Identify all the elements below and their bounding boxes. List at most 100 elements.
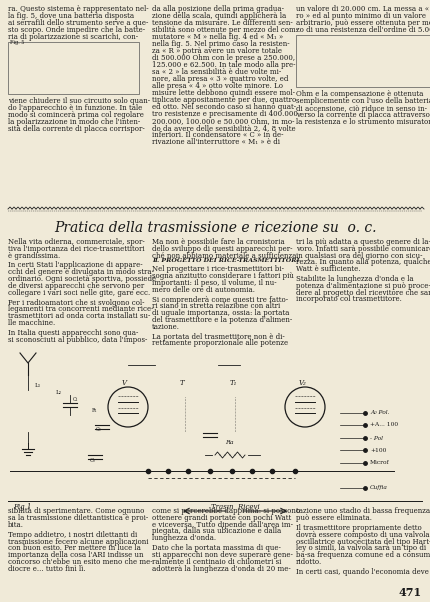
Text: la resistenza e lo strumento misuratore.: la resistenza e lo strumento misuratore.	[296, 118, 430, 126]
Text: Ohm e la compensazione è ottenuta: Ohm e la compensazione è ottenuta	[296, 90, 424, 98]
Text: rivazione all'interruttore « M₁ » è di: rivazione all'interruttore « M₁ » è di	[152, 138, 280, 146]
Text: trasmettitori ad onda corta installati su-: trasmettitori ad onda corta installati s…	[8, 312, 150, 320]
Text: misure lette debbono quindi essere mol-: misure lette debbono quindi essere mol-	[152, 89, 295, 97]
Text: viene chiudere il suo circuito solo quan-: viene chiudere il suo circuito solo quan…	[8, 97, 150, 105]
Text: Tempo addietro, i nostri dilettanti di: Tempo addietro, i nostri dilettanti di	[8, 531, 137, 539]
Text: in qualsiasi ora del giorno con sicu-: in qualsiasi ora del giorno con sicu-	[296, 252, 423, 259]
Text: tro resistenze e precisamente di 400.000: tro resistenze e precisamente di 400.000	[152, 110, 298, 118]
Text: sibilità sono ottenute per mezzo del com-: sibilità sono ottenute per mezzo del com…	[152, 26, 298, 34]
Text: T₁: T₁	[230, 379, 237, 387]
Text: +100: +100	[370, 447, 387, 453]
Text: può essere eliminata.: può essere eliminata.	[296, 514, 372, 522]
Text: importanti: il peso, il volume, il nu-: importanti: il peso, il volume, il nu-	[152, 279, 276, 287]
Text: Fig 1: Fig 1	[13, 503, 31, 511]
Text: voro. Infatti sarà possibile comunicare: voro. Infatti sarà possibile comunicare	[296, 245, 430, 253]
Text: Stabilite la lunghezza d'onda e la: Stabilite la lunghezza d'onda e la	[296, 275, 414, 283]
Text: R₁: R₁	[92, 408, 98, 413]
Bar	[85, 408, 91, 426]
Bar	[8, 355, 422, 503]
Text: Nella vita odierna, commerciale, spor-: Nella vita odierna, commerciale, spor-	[8, 238, 145, 246]
Text: Per i radioamatori che si svolgono col-: Per i radioamatori che si svolgono col-	[8, 299, 144, 306]
Text: Trasın  Ricevi: Trasın Ricevi	[211, 503, 259, 511]
Bar	[212, 451, 248, 459]
Text: Pratica della trasmissione e ricezione su  o. c.: Pratica della trasmissione e ricezione s…	[54, 221, 376, 235]
Text: inferiori. Il condensatore « C » in de-: inferiori. Il condensatore « C » in de-	[152, 131, 283, 139]
Text: concorso ch'ebbe un esito meno che me-: concorso ch'ebbe un esito meno che me-	[8, 558, 153, 566]
Text: piegata, dalla sua ubicazione e dalla: piegata, dalla sua ubicazione e dalla	[152, 527, 281, 535]
Text: trasmissione fecero alcune applicazioni: trasmissione fecero alcune applicazioni	[8, 538, 148, 545]
Text: tazione.: tazione.	[152, 323, 180, 330]
Text: tazione uno stadio di bassa frequenza: tazione uno stadio di bassa frequenza	[296, 507, 430, 515]
Text: do da avere delle sensibilità 2, 4, 8 volte: do da avere delle sensibilità 2, 4, 8 vo…	[152, 124, 296, 132]
Text: legamenti tra concorrenti mediante rice-: legamenti tra concorrenti mediante rice-	[8, 305, 154, 313]
Text: di uguale importanza, ossia: la portata: di uguale importanza, ossia: la portata	[152, 309, 289, 317]
Text: sogna anzitutto considerare i fattori più: sogna anzitutto considerare i fattori pi…	[152, 272, 294, 280]
Text: In certi casi, quando l'economia deve: In certi casi, quando l'economia deve	[296, 568, 429, 576]
Text: semplicemente con l'uso della batteria: semplicemente con l'uso della batteria	[296, 97, 430, 105]
Text: Si comprenderà come questi tre fatto-: Si comprenderà come questi tre fatto-	[152, 296, 288, 303]
Text: L₃: L₃	[35, 383, 41, 388]
Text: tiva l'importanza dei rice-trasmettitori: tiva l'importanza dei rice-trasmettitori	[8, 245, 144, 253]
Text: In Italia questi apparecchi sono qua-: In Italia questi apparecchi sono qua-	[8, 329, 138, 337]
Text: Ra: Ra	[225, 440, 233, 445]
Text: dere al progetto del ricevitore che sarà: dere al progetto del ricevitore che sarà	[296, 289, 430, 297]
Text: ordinario. Ogni società sportiva, possiede: ordinario. Ogni società sportiva, possie…	[8, 275, 156, 283]
Text: potenza d'alimentazione si può proce-: potenza d'alimentazione si può proce-	[296, 282, 430, 290]
Bar	[296, 35, 430, 87]
Text: alle presa « 4 » otto volte minore. Lo: alle presa « 4 » otto volte minore. Lo	[152, 82, 283, 90]
Text: zo di una resistenza dell'ordine di 5.000: zo di una resistenza dell'ordine di 5.00…	[296, 26, 430, 34]
Text: diocre e... tutto finì lì.: diocre e... tutto finì lì.	[8, 565, 86, 573]
Text: ai serrafili dello strumento serve a que-: ai serrafili dello strumento serve a que…	[8, 19, 148, 27]
Text: La portata del trasmettitore non è di-: La portata del trasmettitore non è di-	[152, 332, 285, 341]
Text: un valore di 20.000 cm. La messa a « ze-: un valore di 20.000 cm. La messa a « ze-	[296, 5, 430, 13]
Text: - Pol: - Pol	[370, 435, 383, 441]
Text: Fig. 5: Fig. 5	[10, 40, 25, 45]
Text: cchi del genere è divulgata in modo stra-: cchi del genere è divulgata in modo stra…	[8, 268, 154, 276]
Text: mutatore « M » nella fig. 4 ed « M₁ »: mutatore « M » nella fig. 4 ed « M₁ »	[152, 33, 283, 41]
Text: di 500.000 Ohm con le prese a 250.000,: di 500.000 Ohm con le prese a 250.000,	[152, 54, 295, 62]
Text: bita.: bita.	[8, 521, 24, 529]
Text: ro » ed al punto minimo di un valore: ro » ed al punto minimo di un valore	[296, 12, 426, 20]
Text: Microf: Microf	[370, 461, 390, 465]
Text: Il trasmettitore propriamente detto: Il trasmettitore propriamente detto	[296, 524, 422, 532]
Text: lle macchine.: lle macchine.	[8, 319, 55, 327]
Text: 125.000 e 62.500. In tale modo alla pre-: 125.000 e 62.500. In tale modo alla pre-	[152, 61, 295, 69]
Text: rettamente proporzionale alle potenze: rettamente proporzionale alle potenze	[152, 340, 288, 347]
Text: nella fig. 5. Nel primo caso la resisten-: nella fig. 5. Nel primo caso la resisten…	[152, 40, 290, 48]
Text: sibilità di sperimentare. Come ognuno: sibilità di sperimentare. Come ognuno	[8, 507, 144, 515]
Text: de diversi apparecchi che servono per: de diversi apparecchi che servono per	[8, 282, 144, 290]
Text: ralmente il centinaio di chilometri si: ralmente il centinaio di chilometri si	[152, 558, 281, 566]
Text: do l'apparecchio è in funzione. In tale: do l'apparecchio è in funzione. In tale	[8, 104, 142, 112]
Text: di accensione, ciò riduce in senso in-: di accensione, ciò riduce in senso in-	[296, 104, 427, 112]
Text: rezza. In quanto alla potenza, qualche: rezza. In quanto alla potenza, qualche	[296, 258, 430, 267]
Text: come si percerebbe dapprima: si possono: come si percerebbe dapprima: si possono	[152, 507, 300, 515]
Text: è grandissima.: è grandissima.	[8, 252, 60, 259]
Text: In certi Stati l'applicazione di appare-: In certi Stati l'applicazione di appare-	[8, 261, 143, 270]
Text: e viceversa. Tutto dipende dall'area im-: e viceversa. Tutto dipende dall'area im-	[152, 521, 293, 529]
Text: A₀ Pol.: A₀ Pol.	[370, 411, 390, 415]
Text: modo si comincerà prima col regolare: modo si comincerà prima col regolare	[8, 111, 144, 119]
Text: ché non abbiamo materiale a sufficienza.: ché non abbiamo materiale a sufficienza.	[152, 252, 298, 259]
Text: ottenere grandi portate con pochi Watt: ottenere grandi portate con pochi Watt	[152, 514, 291, 522]
Text: Cuffia: Cuffia	[370, 485, 388, 491]
Text: tensione da misurare. Le differenti sen-: tensione da misurare. Le differenti sen-	[152, 19, 293, 27]
Text: con buon esito. Per mettere in luce la: con buon esito. Per mettere in luce la	[8, 544, 141, 553]
Text: oscillatrice autocecitata del tipo Hart-: oscillatrice autocecitata del tipo Hart-	[296, 538, 430, 545]
Text: adotterà la lunghezza d'onda di 20 me-: adotterà la lunghezza d'onda di 20 me-	[152, 565, 291, 573]
Text: V: V	[122, 379, 127, 387]
Text: 471: 471	[399, 587, 422, 598]
Text: del trasmettitore e la potenza d'alimen-: del trasmettitore e la potenza d'alimen-	[152, 316, 292, 324]
Text: ri siano in stretta relazione con altri: ri siano in stretta relazione con altri	[152, 302, 280, 310]
Text: da alla posizione della prima gradua-: da alla posizione della prima gradua-	[152, 5, 284, 13]
Text: dovrà essere composto di una valvola: dovrà essere composto di una valvola	[296, 531, 430, 539]
Text: verso la corrente di placca attraverso: verso la corrente di placca attraverso	[296, 111, 430, 119]
Text: +A... 100: +A... 100	[370, 423, 398, 427]
Text: sto scopo. Onde impedire che la batte-: sto scopo. Onde impedire che la batte-	[8, 26, 145, 34]
Bar	[8, 42, 139, 94]
Text: V₂: V₂	[299, 379, 307, 387]
Text: ley o simili, la valvola sarà un tipo di: ley o simili, la valvola sarà un tipo di	[296, 544, 426, 553]
Text: zione della scala, quindi applicherà la: zione della scala, quindi applicherà la	[152, 12, 286, 20]
Text: la fig. 5, dove una batteria disposta: la fig. 5, dove una batteria disposta	[8, 12, 134, 20]
Text: si sconosciuti al pubblico, data l'impos-: si sconosciuti al pubblico, data l'impos…	[8, 335, 147, 344]
Text: sa la trasmissione dilettantistica è proi-: sa la trasmissione dilettantistica è pro…	[8, 514, 148, 522]
